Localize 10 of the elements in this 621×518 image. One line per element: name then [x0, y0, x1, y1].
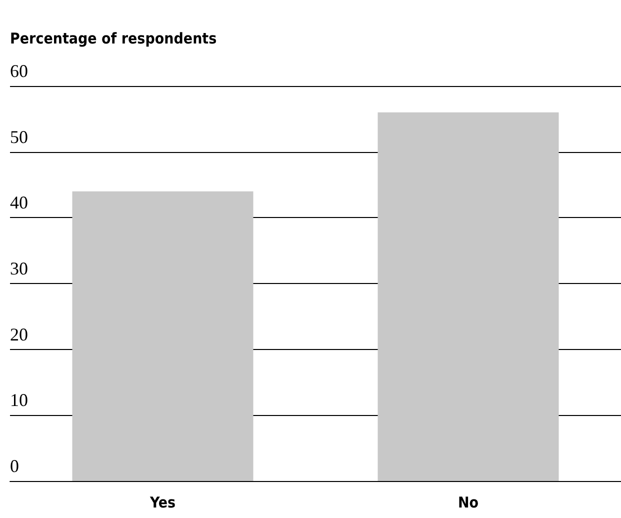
- x-tick-label: No: [458, 494, 479, 512]
- y-tick-label: 40: [10, 192, 28, 213]
- x-tick-label: Yes: [148, 494, 176, 512]
- y-tick-label: 60: [10, 61, 28, 81]
- y-tick-label: 10: [10, 390, 28, 410]
- y-tick-label: 0: [10, 456, 19, 476]
- y-tick-label: 30: [10, 258, 28, 278]
- y-tick-label: 50: [10, 126, 28, 147]
- y-axis-title: Percentage of respondents: [10, 30, 217, 48]
- y-tick-label: 20: [10, 324, 28, 344]
